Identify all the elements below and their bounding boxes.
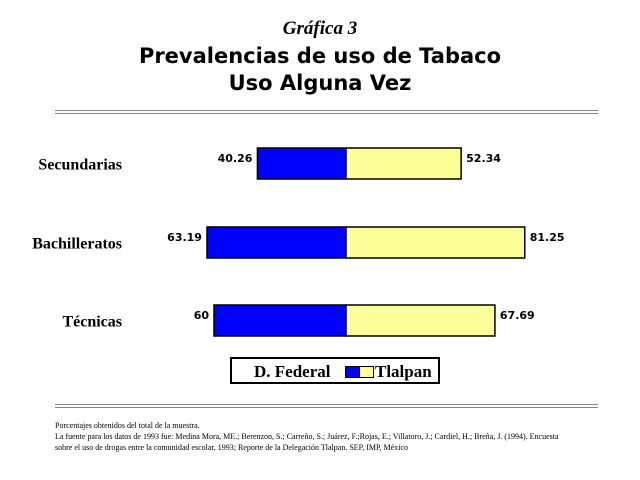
legend-swatch-tlalpan (359, 366, 374, 378)
legend-label-d-federal: D. Federal (254, 362, 331, 381)
chart-title: Prevalencias de uso de Tabaco (138, 44, 502, 68)
bar-tlalpan-tecnicas (345, 304, 496, 337)
chart-subtitle: Uso Alguna Vez (228, 71, 412, 95)
category-label-bachilleratos: Bachilleratos (32, 236, 122, 253)
bottom-divider-secondary (55, 407, 598, 408)
legend: D. Federal Tlalpan (230, 357, 440, 384)
data-label-tlalpan-bachilleratos: 81.25 (530, 231, 565, 244)
footnote-sample: Porcentajes obtenidos del total de la mu… (55, 421, 200, 430)
legend-label-tlalpan: Tlalpan (375, 362, 432, 381)
bar-tlalpan-secundarias (345, 147, 462, 180)
category-label-tecnicas: Técnicas (62, 314, 122, 331)
data-label-d-federal-secundarias: 40.26 (218, 152, 253, 165)
bar-d-federal-bachilleratos (206, 226, 347, 259)
category-label-secundarias: Secundarias (38, 157, 122, 174)
top-divider-secondary (55, 113, 598, 114)
data-label-d-federal-bachilleratos: 63.19 (167, 231, 202, 244)
bar-d-federal-tecnicas (213, 304, 347, 337)
bottom-divider (55, 404, 598, 405)
bar-tlalpan-bachilleratos (345, 226, 526, 259)
chart-number-title: Gráfica 3 (282, 18, 358, 39)
data-label-tlalpan-secundarias: 52.34 (466, 152, 501, 165)
footnote-source: La fuente para los datos de 1993 fue: Me… (55, 432, 559, 441)
top-divider (55, 110, 598, 111)
legend-swatch-d-federal (345, 366, 360, 378)
bar-d-federal-secundarias (256, 147, 347, 180)
data-label-tlalpan-tecnicas: 67.69 (500, 309, 535, 322)
data-label-d-federal-tecnicas: 60 (194, 309, 210, 322)
footnote-source-continued: sobre el uso de drogas entre la comunida… (55, 443, 408, 452)
